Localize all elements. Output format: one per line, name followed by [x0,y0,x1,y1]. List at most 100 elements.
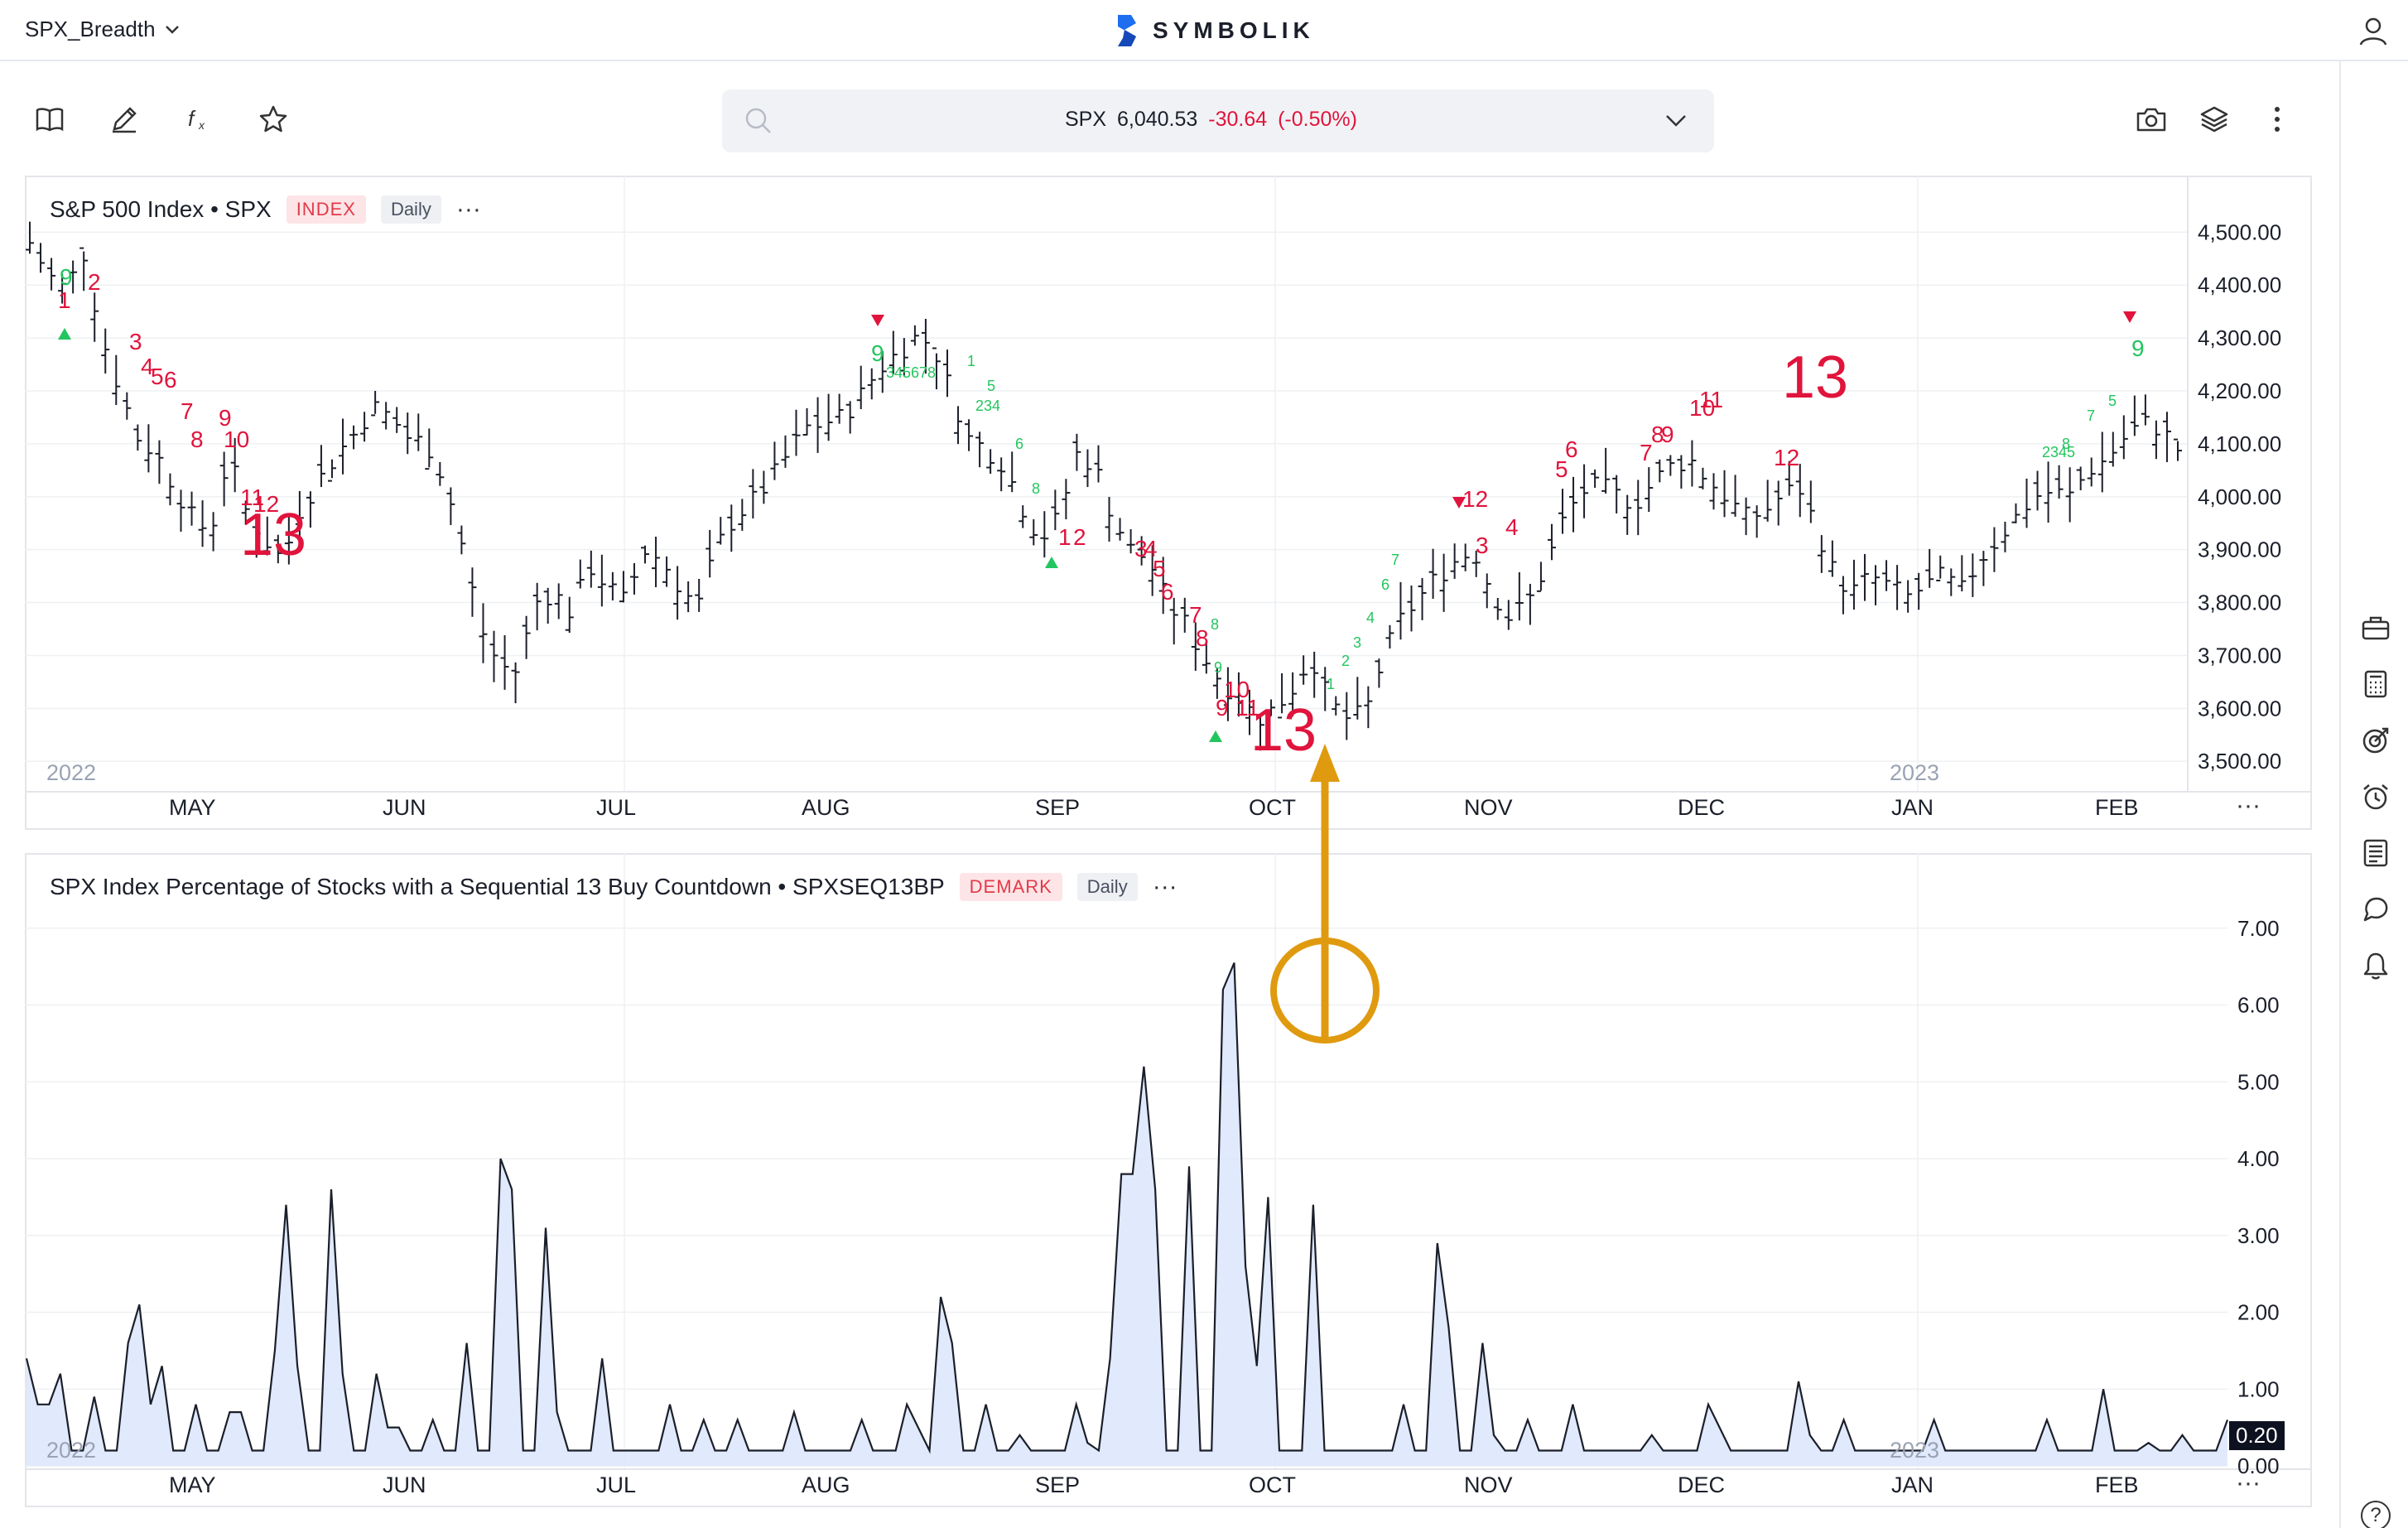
ohlc-bar [1817,535,1826,573]
indicator-tick-label: 1.00 [2237,1376,2280,1401]
ohlc-bar [1461,543,1470,571]
indicator-tick-label: 2.00 [2237,1300,2280,1325]
buy-signal-marker [1209,730,1222,742]
help-button[interactable]: ? [2361,1501,2391,1528]
portfolio-button[interactable] [2356,608,2396,648]
ohlc-bar [2033,470,2042,511]
chat-button[interactable] [2356,889,2396,929]
ohlc-bar [1871,565,1881,605]
favorites-button[interactable] [253,99,293,139]
ohlc-bar [2022,478,2031,528]
indicator-tick-label: 7.00 [2237,916,2280,941]
sequential-count-label: 7 [2087,407,2095,424]
month-label: DEC [1678,795,1726,820]
ohlc-bar [36,243,46,273]
ohlc-bar [1893,565,1902,610]
ohlc-bar [1914,572,1924,610]
ohlc-bar [856,365,865,410]
indicator-time-axis[interactable]: MAY JUN JUL AUG SEP OCT NOV DEC JAN FEB [25,1471,2214,1504]
ohlc-bar [1677,455,1686,489]
sequential-count-label: 1 [967,353,975,369]
symbol-search[interactable]: SPX 6,040.53 -30.64 (-0.50%) [722,89,1714,152]
sequential-count-label: 7 [181,398,194,424]
target-button[interactable] [2356,721,2396,760]
ohlc-bar [1741,497,1751,536]
snapshot-button[interactable] [2131,99,2171,139]
news-button[interactable] [2356,833,2396,873]
ohlc-bar [1267,699,1276,717]
ohlc-bar [1072,433,1081,471]
axis-more-button[interactable]: ··· [2236,1469,2261,1497]
ohlc-bar [662,556,672,587]
sequential-count-label: 9 [219,405,232,431]
star-icon [259,105,287,133]
sequential-count-label: 12 [1462,486,1488,512]
ohlc-bar [1115,518,1125,541]
price-time-axis[interactable]: MAY JUN JUL AUG SEP OCT NOV DEC JAN FEB [25,793,2214,827]
ohlc-bar [1083,449,1092,488]
axis-more-button[interactable]: ··· [2236,792,2261,819]
sequential-count-label: 2 [1073,524,1086,550]
more-vertical-icon [2275,107,2280,132]
sequential-count-label: 1 [1327,676,1335,692]
more-menu-button[interactable] [2257,99,2297,139]
ohlc-bar [965,419,974,451]
ohlc-bar [597,554,606,607]
sequential-count-label: 10 [1689,395,1715,421]
indicator-axis[interactable]: 7.00 6.00 5.00 4.00 3.00 2.00 1.00 0.00 [2237,916,2280,1478]
ohlc-bar [2001,521,2010,552]
price-tick-label: 3,600.00 [2198,696,2281,721]
ohlc-bar [1105,497,1114,542]
layers-icon [2200,106,2228,133]
alerts-button[interactable] [2356,946,2396,986]
sequential-count-label: 4 [141,354,154,379]
ohlc-bar [1407,585,1416,632]
ohlc-bar [813,397,822,453]
user-account-button[interactable] [2357,15,2390,48]
book-button[interactable] [30,99,70,139]
panel-more-button[interactable]: ··· [1152,873,1178,900]
indicator-chart[interactable]: 7.00 6.00 5.00 4.00 3.00 2.00 1.00 0.00 [25,853,2312,1507]
month-label: JAN [1891,795,1934,820]
sequential-count-label: 3 [1476,533,1489,558]
ohlc-bar [1126,528,1135,554]
panel-more-button[interactable]: ··· [455,195,481,223]
interval-badge[interactable]: Daily [380,195,441,224]
ohlc-bar [586,550,595,588]
month-label: FEB [2095,1473,2139,1497]
month-label: JUN [383,1473,426,1497]
ohlc-bar [155,440,164,484]
ohlc-bar [382,402,391,430]
month-label: FEB [2095,795,2139,820]
quote-symbol: SPX [1065,108,1107,131]
price-axis[interactable]: 4,500.00 4,400.00 4,300.00 4,200.00 4,100.00… [2198,219,2281,774]
ohlc-bar [101,328,110,374]
price-tick-label: 4,200.00 [2198,378,2281,403]
ohlc-bar [2151,420,2160,460]
ohlc-bar [1353,677,1362,720]
price-bars [26,221,2182,751]
alarm-button[interactable] [2356,777,2396,817]
interval-badge[interactable]: Daily [1076,873,1138,901]
month-label: JUL [596,795,637,820]
month-label: AUG [802,1473,850,1497]
layout-selector[interactable]: SPX_Breadth [25,17,181,42]
ohlc-bar [1094,445,1103,483]
sequential-count-label: 4 [1505,514,1519,540]
indicator-panel-title: SPX Index Percentage of Stocks with a Se… [50,874,945,899]
chevron-down-icon[interactable] [1664,113,1688,129]
indicator-line [25,962,2229,1454]
draw-button[interactable] [104,99,144,139]
ohlc-bar [1256,714,1265,751]
ohlc-bar [1709,473,1718,510]
sequential-count-label: 10 [224,427,249,452]
layers-button[interactable] [2194,99,2234,139]
calculator-button[interactable] [2356,664,2396,704]
countdown-13-label: 13 [1250,697,1317,764]
sequential-count-label: 7 [1189,602,1202,628]
sequential-count-label: 9 [871,340,884,366]
